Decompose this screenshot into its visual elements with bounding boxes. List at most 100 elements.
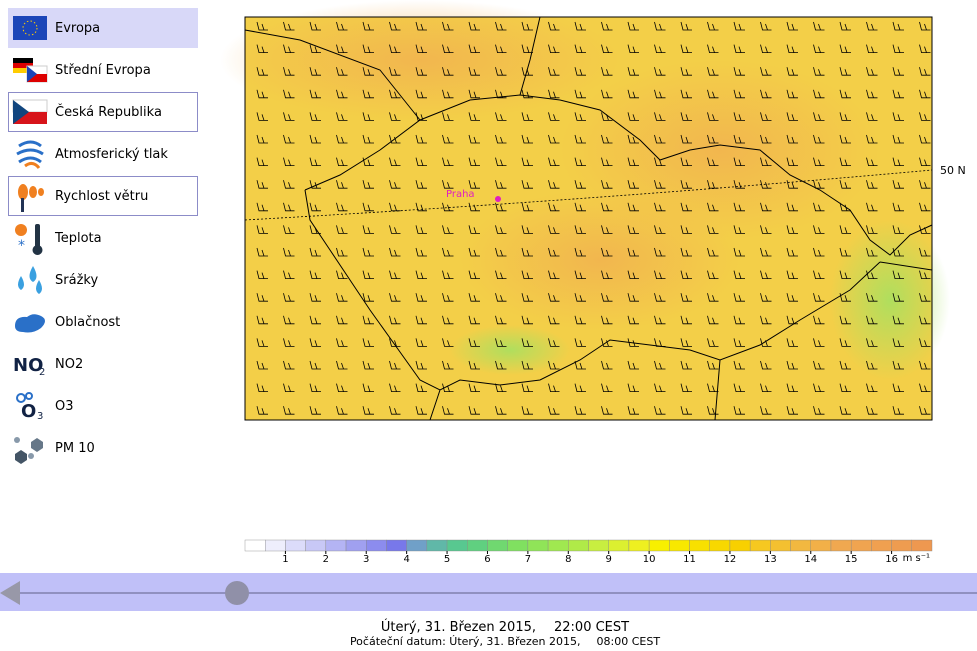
colorbar-label: 2 (323, 554, 329, 565)
colorbar-cell (790, 539, 811, 552)
colorbar-label: 11 (683, 554, 696, 565)
menu-item[interactable]: Srážky (8, 260, 198, 300)
menu-label: Česká Republika (55, 104, 162, 120)
menu-item[interactable]: Atmosferický tlak (8, 134, 198, 174)
colorbar-cell (345, 539, 367, 552)
colorbar-cell (305, 539, 327, 552)
svg-text:*: * (18, 238, 25, 254)
colorbar-label: 13 (764, 554, 777, 565)
menu-item[interactable]: NO 2 NO2 (8, 344, 198, 384)
menu-label: Oblačnost (55, 314, 121, 330)
latitude-line (244, 169, 933, 221)
pm10-icon (14, 437, 43, 464)
colorbar-label: 10 (643, 554, 656, 565)
menu-item[interactable]: Rychlost větru (8, 176, 198, 216)
colorbar-cell (850, 539, 872, 552)
colorbar-cell (527, 539, 549, 552)
colorbar-cell (689, 539, 710, 552)
colorbar-cell (487, 539, 508, 552)
colorbar-label: 16 (885, 554, 898, 565)
city-label: Praha (446, 189, 475, 200)
colorbar-unit: m s⁻¹ (903, 553, 930, 564)
city-dot (495, 196, 501, 202)
colorbar-label: 14 (804, 554, 817, 565)
colorbar-cell (244, 539, 266, 552)
colorbar-label: 9 (606, 554, 612, 565)
barb (256, 21, 931, 415)
menu-label: Evropa (55, 20, 101, 36)
menu-item[interactable]: Oblačnost (8, 302, 198, 342)
start-time: Počáteční datum: Úterý, 31. Březen 2015,… (350, 635, 660, 648)
colorbar-cell (749, 539, 771, 552)
colorbar-cell (830, 539, 852, 552)
current-time: Úterý, 31. Březen 2015, 22:00 CEST (381, 619, 629, 635)
menu-label: PM 10 (55, 440, 95, 456)
wind-icon (18, 184, 44, 212)
colorbar-cell (648, 539, 670, 552)
pressure-icon (16, 140, 44, 169)
menu-label: Atmosferický tlak (55, 146, 168, 162)
no2-icon: NO2 (13, 355, 45, 378)
start-date: Počáteční datum: Úterý, 31. Březen 2015, (350, 635, 581, 648)
menu-label: NO2 (55, 356, 84, 372)
colorbar-cell (729, 539, 751, 552)
menu-item[interactable]: O 3 O3 (8, 386, 198, 426)
time: 22:00 CEST (554, 620, 629, 635)
colorbar-cell (325, 539, 347, 552)
colorbar-cell (386, 539, 407, 552)
colorbar-cell (285, 539, 306, 552)
rain-icon (18, 266, 42, 294)
sidebar-menu: Evropa Střední Evropa Česká Republika At… (8, 8, 198, 470)
colorbar-label: 1 (282, 554, 288, 565)
colorbar-label: 5 (444, 554, 450, 565)
menu-item[interactable]: PM 10 (8, 428, 198, 468)
colorbar-cell (588, 539, 609, 552)
menu-item[interactable]: Evropa (8, 8, 198, 48)
menu-item[interactable]: Střední Evropa (8, 50, 198, 90)
colorbar-cell (669, 539, 690, 552)
colorbar-cell (770, 539, 791, 552)
colorbar: 1 2 3 4 5 6 7 8 9 10 11 12 13 14 15 16 m s⁻¹ (244, 539, 933, 565)
menu-item[interactable]: Česká Republika (8, 92, 198, 132)
menu-label: Teplota (55, 230, 102, 246)
date: Úterý, 31. Březen 2015, (381, 619, 536, 635)
colorbar-cell (608, 539, 630, 552)
border (244, 16, 933, 421)
colorbar-cell (568, 539, 589, 552)
colorbar-label: 8 (565, 554, 571, 565)
cz-flag-icon (12, 99, 48, 124)
colorbar-cell (911, 539, 933, 552)
colorbar-cell (871, 539, 892, 552)
menu-label: Srážky (55, 272, 99, 288)
slider-knob[interactable] (225, 581, 249, 605)
menu-label: Rychlost větru (55, 188, 149, 204)
prev-button[interactable] (0, 581, 20, 605)
colorbar-label: 12 (724, 554, 737, 565)
menu-label: O3 (55, 398, 74, 414)
map: 50 N Praha (220, 0, 966, 421)
flags-icon (13, 58, 48, 83)
colorbar-cell (446, 539, 468, 552)
colorbar-cell (467, 539, 488, 552)
temperature-icon: * (15, 224, 43, 255)
colorbar-cell (406, 539, 428, 552)
colorbar-cell (810, 539, 832, 552)
time-slider[interactable] (0, 573, 977, 611)
colorbar-label: 7 (525, 554, 531, 565)
colorbar-cell (547, 539, 569, 552)
svg-text:NO: NO (13, 355, 43, 376)
start-hour: 08:00 CEST (597, 635, 661, 648)
colorbar-cell (265, 539, 286, 552)
svg-text:2: 2 (39, 367, 45, 378)
colorbar-label: 6 (484, 554, 490, 565)
colorbar-label: 3 (363, 554, 369, 565)
colorbar-cell (628, 539, 650, 552)
colorbar-cell (891, 539, 912, 552)
colorbar-cell (507, 539, 529, 552)
colorbar-cell (709, 539, 731, 552)
menu-item[interactable]: * Teplota (8, 218, 198, 258)
cloud-icon (15, 314, 45, 333)
